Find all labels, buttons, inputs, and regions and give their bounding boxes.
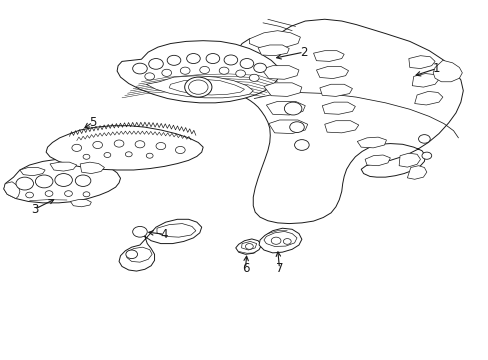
Circle shape [249,74,259,81]
Circle shape [64,191,72,197]
Circle shape [55,174,72,186]
Text: 3: 3 [31,203,38,216]
Polygon shape [258,45,288,56]
Circle shape [200,66,209,73]
Circle shape [148,59,163,69]
Polygon shape [414,91,442,105]
Polygon shape [432,60,461,82]
Circle shape [219,67,228,74]
Circle shape [72,144,81,152]
Polygon shape [398,153,420,167]
Text: 1: 1 [432,62,439,75]
Circle shape [289,122,304,132]
Polygon shape [169,79,244,95]
Polygon shape [319,84,352,96]
Circle shape [45,191,53,197]
Circle shape [35,175,53,188]
Polygon shape [357,137,386,148]
Circle shape [421,152,431,159]
Circle shape [188,80,207,94]
Polygon shape [266,102,305,115]
Circle shape [135,141,144,148]
Polygon shape [20,167,45,176]
Circle shape [16,177,33,190]
Polygon shape [126,247,152,262]
Circle shape [283,239,290,244]
Polygon shape [365,155,389,166]
Polygon shape [4,182,20,199]
Circle shape [235,70,245,77]
Circle shape [156,143,165,150]
Circle shape [186,54,200,64]
Polygon shape [241,242,256,250]
Circle shape [114,140,123,147]
Text: 7: 7 [275,262,283,275]
Circle shape [162,69,171,76]
Circle shape [180,67,190,74]
Circle shape [284,102,301,115]
Circle shape [144,73,154,80]
Polygon shape [70,200,91,207]
Text: 5: 5 [89,116,96,129]
Circle shape [205,54,219,64]
Polygon shape [235,239,261,254]
Polygon shape [249,31,300,49]
Circle shape [240,59,253,68]
Circle shape [175,147,185,154]
Polygon shape [408,56,434,68]
Text: 6: 6 [241,262,249,275]
Polygon shape [324,121,358,133]
Circle shape [26,192,33,198]
Circle shape [125,250,137,258]
Circle shape [294,140,308,150]
Circle shape [93,141,102,149]
Polygon shape [322,102,355,114]
Polygon shape [316,66,348,78]
Circle shape [253,63,266,72]
Circle shape [224,55,237,65]
Polygon shape [146,76,253,98]
Circle shape [104,153,111,157]
Circle shape [83,192,90,197]
Circle shape [125,152,132,157]
Polygon shape [50,162,77,171]
Polygon shape [264,231,296,247]
Circle shape [245,244,253,249]
Circle shape [132,63,147,74]
Polygon shape [407,166,426,179]
Polygon shape [4,159,120,203]
Polygon shape [80,162,104,174]
Polygon shape [46,126,203,170]
Circle shape [75,175,91,186]
Circle shape [418,135,429,143]
Polygon shape [261,66,298,79]
Polygon shape [117,41,279,103]
Polygon shape [119,219,201,271]
Polygon shape [238,19,462,224]
Polygon shape [411,73,438,87]
Circle shape [271,237,281,244]
Text: 2: 2 [300,46,307,59]
Circle shape [132,226,147,237]
Polygon shape [268,120,307,134]
Text: 4: 4 [160,228,168,241]
Circle shape [184,77,211,97]
Polygon shape [157,224,196,237]
Circle shape [83,154,90,159]
Polygon shape [264,83,301,96]
Circle shape [146,153,153,158]
Circle shape [167,55,181,65]
Polygon shape [259,228,301,253]
Polygon shape [313,51,344,62]
